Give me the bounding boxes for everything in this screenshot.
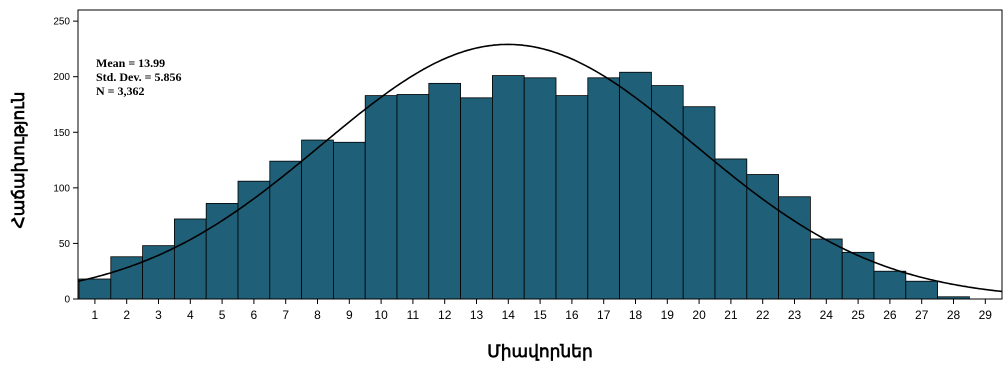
x-tick-label: 7 [282, 308, 289, 322]
y-tick-label: 100 [53, 183, 70, 194]
x-tick-label: 29 [979, 308, 993, 322]
bar-16 [555, 95, 589, 300]
x-tick-label: 28 [947, 308, 961, 322]
bar-3 [142, 245, 175, 300]
x-tick-label: 6 [251, 308, 258, 322]
stat-n: N = 3,362 [96, 84, 145, 98]
bar-11 [396, 94, 430, 300]
x-tick-label: 13 [470, 308, 484, 322]
bar-10 [364, 95, 398, 300]
x-tick-label: 16 [565, 308, 579, 322]
x-tick-label: 25 [851, 308, 865, 322]
bar-22 [746, 174, 779, 300]
bar-12 [428, 82, 461, 300]
bar-23 [778, 196, 811, 300]
x-tick-label: 24 [820, 308, 834, 322]
y-axis-title: Հաճախություն [9, 92, 28, 229]
x-tick-label: 15 [533, 308, 547, 322]
x-tick-label: 14 [502, 308, 516, 322]
stat-std-dev: Std. Dev. = 5.856 [96, 70, 182, 84]
y-axis: 0 50 100 150 200 250 [53, 17, 78, 306]
stat-mean: Mean = 13.99 [96, 56, 165, 70]
bar-4 [173, 218, 207, 300]
y-tick-label: 0 [64, 295, 70, 306]
bar-21 [714, 158, 748, 300]
x-tick-label: 4 [187, 308, 194, 322]
bar-9 [332, 141, 366, 300]
x-tick-label: 21 [724, 308, 738, 322]
x-tick-label: 22 [756, 308, 770, 322]
bar-17 [587, 77, 620, 300]
bars-layer [78, 71, 970, 300]
y-tick-label: 50 [59, 239, 71, 250]
x-tick-label: 1 [92, 308, 99, 322]
normal-curve-line [77, 43, 1003, 293]
bar-25 [841, 251, 875, 300]
x-tick-label: 19 [661, 308, 675, 322]
bar-13 [460, 97, 493, 300]
y-tick-label: 250 [53, 17, 70, 28]
bar-7 [269, 160, 302, 300]
bar-6 [237, 180, 271, 300]
x-tick-label: 5 [219, 308, 226, 322]
bar-19 [651, 85, 684, 300]
bar-14 [491, 75, 525, 300]
x-tick-label: 23 [788, 308, 802, 322]
bar-5 [205, 203, 239, 300]
x-tick-label: 8 [314, 308, 321, 322]
x-tick-label: 18 [629, 308, 643, 322]
y-tick-label: 150 [53, 128, 70, 139]
stats-box: Mean = 13.99 Std. Dev. = 5.856 N = 3,362 [96, 56, 182, 98]
x-tick-label: 26 [883, 308, 897, 322]
x-tick-label: 9 [346, 308, 353, 322]
x-tick-label: 3 [155, 308, 162, 322]
bar-1 [78, 278, 112, 300]
x-tick-label: 27 [915, 308, 929, 322]
bar-8 [301, 139, 334, 300]
x-axis-title: Միավորներ [487, 342, 592, 361]
x-tick-label: 10 [374, 308, 388, 322]
x-tick-label: 2 [123, 308, 130, 322]
x-tick-label: 17 [597, 308, 611, 322]
x-axis: 1 2 3 4 5 6 7 8 9 10 11 12 13 14 15 16 17 18 19 20 21 22 23 24 2… [92, 299, 993, 322]
bar-15 [523, 77, 557, 300]
bar-24 [810, 238, 843, 300]
bar-18 [619, 71, 652, 300]
bar-27 [905, 280, 938, 300]
bar-26 [873, 270, 907, 300]
y-tick-label: 200 [53, 72, 70, 83]
x-tick-label: 11 [407, 308, 420, 322]
x-tick-label: 20 [692, 308, 706, 322]
x-tick-label: 12 [438, 308, 452, 322]
bar-20 [682, 106, 716, 300]
